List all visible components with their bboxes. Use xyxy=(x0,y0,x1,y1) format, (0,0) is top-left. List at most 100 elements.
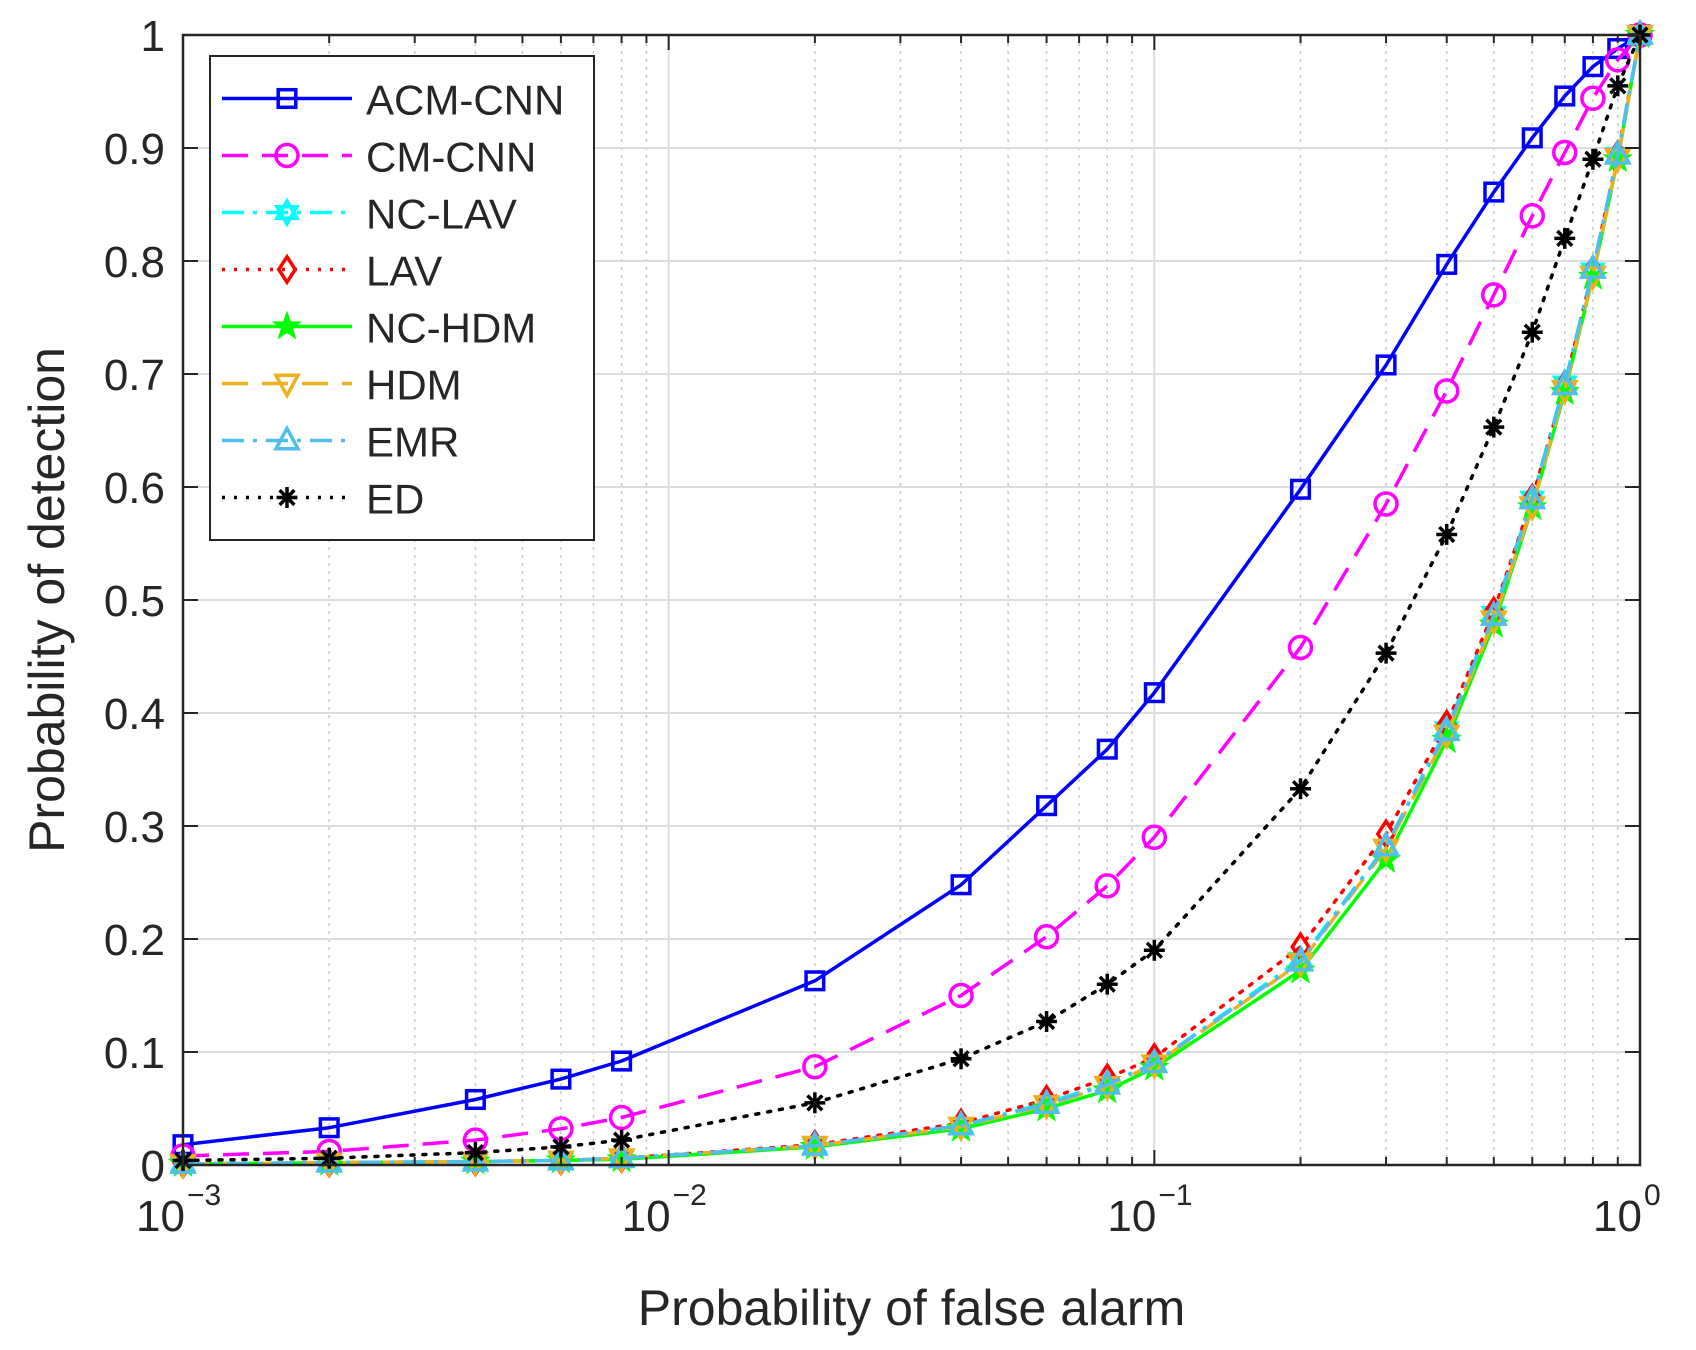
data-point-cm-cnn xyxy=(1481,282,1507,308)
asterisk-stroke xyxy=(278,488,296,507)
data-point-acm-cnn xyxy=(464,1088,486,1111)
data-point-acm-cnn xyxy=(1036,795,1058,817)
data-point-ed xyxy=(950,1048,972,1070)
hexagram-triangle-up xyxy=(273,197,301,221)
data-point-ed xyxy=(1483,416,1505,438)
legend-label-hdm: HDM xyxy=(366,362,462,409)
asterisk-stroke xyxy=(1291,780,1310,798)
data-point-emr xyxy=(947,1109,976,1136)
hexagram-marker xyxy=(273,197,301,228)
x-tick-exponent: −2 xyxy=(673,1179,707,1212)
data-point-acm-cnn xyxy=(611,1050,633,1072)
asterisk-stroke xyxy=(1037,1012,1056,1031)
data-point-ed xyxy=(1607,75,1629,97)
data-point-emr xyxy=(1286,945,1315,972)
diamond-marker xyxy=(276,253,298,286)
data-point-emr xyxy=(1372,830,1400,857)
data-point-cm-cnn xyxy=(1552,139,1578,166)
data-point-ed xyxy=(550,1136,572,1158)
legend-entry-nc-hdm: NC-HDM xyxy=(222,305,536,352)
data-point-acm-cnn xyxy=(804,970,826,992)
legend-box xyxy=(209,55,595,541)
data-point-emr xyxy=(800,1130,829,1156)
data-point-emr xyxy=(1518,483,1547,510)
data-point-acm-cnn xyxy=(1521,127,1543,149)
data-point-ed xyxy=(804,1092,826,1114)
data-point-hdm xyxy=(947,1116,976,1143)
asterisk-stroke xyxy=(1145,941,1163,959)
data-point-emr xyxy=(315,1146,344,1173)
data-point-emr xyxy=(1432,715,1461,742)
series-line-emr xyxy=(182,34,1642,1166)
asterisk-stroke xyxy=(466,1143,485,1162)
x-tick-exponent: −3 xyxy=(187,1179,221,1212)
data-point-acm-cnn xyxy=(550,1068,572,1090)
data-point-hdm xyxy=(1032,1095,1061,1121)
x-tick-exponent: 0 xyxy=(1644,1179,1661,1212)
x-tick-label: 10 0 xyxy=(1593,1179,1661,1241)
asterisk-stroke xyxy=(1377,644,1395,662)
y-tick-label: 0.8 xyxy=(104,238,165,287)
data-point-ed xyxy=(1096,973,1118,995)
x-tick-label: 10 −3 xyxy=(136,1179,221,1241)
x-tick-base: 10 xyxy=(136,1192,185,1241)
y-tick-label: 0.5 xyxy=(104,577,165,626)
data-point-emr xyxy=(1550,369,1579,396)
legend-label-emr: EMR xyxy=(366,419,459,466)
asterisk-stroke xyxy=(1485,418,1503,436)
data-point-acm-cnn xyxy=(1582,56,1604,78)
asterisk-marker xyxy=(276,487,298,508)
data-point-emr xyxy=(546,1144,575,1171)
data-point-emr xyxy=(1093,1068,1122,1095)
data-point-emr xyxy=(1578,253,1607,279)
legend-entry-cm-cnn: CM-CNN xyxy=(222,134,536,181)
x-tick-label: 10 −2 xyxy=(622,1179,707,1241)
hexagram-triangle-down xyxy=(273,204,301,228)
asterisk-stroke xyxy=(1098,975,1116,993)
data-point-acm-cnn xyxy=(1483,181,1505,203)
triangle-down-marker xyxy=(273,373,301,400)
legend-entry-emr: EMR xyxy=(222,419,459,466)
y-tick-label: 1 xyxy=(141,12,165,61)
x-tick-label: 10 −1 xyxy=(1107,1179,1192,1241)
y-axis-label: Probability of detection xyxy=(19,347,75,853)
series-line-acm-cnn xyxy=(182,33,1641,1147)
data-point-ed xyxy=(1036,1011,1058,1032)
data-point-acm-cnn xyxy=(950,874,972,896)
data-point-acm-cnn xyxy=(1143,682,1165,704)
data-point-cm-cnn xyxy=(1433,378,1460,404)
data-point-acm-cnn xyxy=(1289,478,1312,500)
legend-label-nc-hdm: NC-HDM xyxy=(366,305,536,352)
circle-marker xyxy=(274,142,300,169)
x-tick-base: 10 xyxy=(622,1192,671,1241)
data-point-cm-cnn xyxy=(608,1104,635,1131)
data-point-cm-cnn xyxy=(1373,491,1399,517)
legend-entry-nc-lav: NC-LAV xyxy=(222,191,517,238)
legend-entry-hdm: HDM xyxy=(222,362,462,409)
data-point-emr xyxy=(1140,1047,1169,1074)
legend-label-ed: ED xyxy=(366,476,424,523)
pentagram-marker xyxy=(271,310,303,340)
square-marker xyxy=(276,87,298,110)
series-line-cm-cnn xyxy=(182,33,1642,1158)
data-point-cm-cnn xyxy=(1141,824,1168,851)
asterisk-stroke xyxy=(1609,77,1627,95)
asterisk-stroke xyxy=(612,1131,631,1149)
asterisk-stroke xyxy=(1523,323,1541,341)
data-point-hdm xyxy=(1372,838,1400,865)
data-point-acm-cnn xyxy=(1375,354,1397,376)
data-point-cm-cnn xyxy=(802,1053,828,1080)
data-point-cm-cnn xyxy=(1519,203,1546,229)
x-tick-base: 10 xyxy=(1593,1192,1642,1241)
data-point-emr xyxy=(1032,1088,1061,1114)
data-point-cm-cnn xyxy=(1287,634,1314,661)
y-tick-label: 0.6 xyxy=(104,464,165,513)
data-point-ed xyxy=(611,1129,633,1151)
y-tick-label: 0.3 xyxy=(104,803,165,852)
asterisk-stroke xyxy=(552,1138,570,1156)
data-point-emr xyxy=(607,1142,636,1169)
data-point-acm-cnn xyxy=(1436,253,1458,275)
data-point-acm-cnn xyxy=(318,1117,340,1139)
